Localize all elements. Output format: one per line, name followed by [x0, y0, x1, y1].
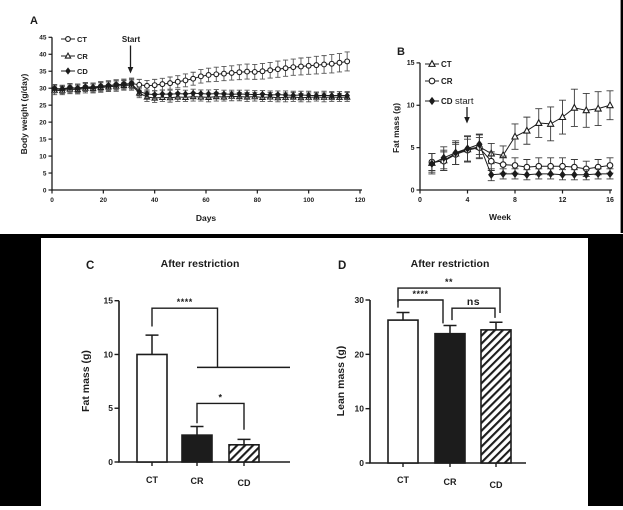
x-tick-label: 16: [606, 197, 614, 204]
panel-d-bar-CD: CD: [480, 321, 512, 490]
y-tick-label: 30: [355, 295, 365, 305]
x-tick-label: 8: [513, 197, 517, 204]
x-tick-label: 20: [100, 197, 108, 204]
legend-item-CD: CD: [425, 97, 453, 106]
panel-c-ylabel: Fat mass (g): [80, 350, 92, 412]
panel-a-xlabel: Days: [196, 213, 217, 223]
x-tick-label: 60: [202, 197, 210, 204]
y-tick-label: 15: [39, 136, 47, 143]
y-tick-label: 5: [43, 170, 47, 177]
annotation-text: start: [455, 96, 474, 107]
panel-c-bar-CD: CD: [228, 438, 260, 488]
panel-c-bar-CT: CT: [136, 334, 168, 485]
x-tick-label: 4: [466, 197, 470, 204]
y-tick-label: 10: [407, 103, 415, 110]
y-tick-label: 40: [39, 52, 47, 59]
sig-label: ns: [467, 296, 480, 308]
sig-label: *: [218, 392, 222, 402]
category-label: CT: [397, 475, 409, 485]
legend-item-CR: CR: [425, 77, 453, 86]
category-label: CD: [238, 478, 251, 488]
panel-d-sig-**: **: [397, 277, 501, 314]
panel-b-ylabel: Fat mass (g): [391, 103, 401, 153]
legend-item-CT: CT: [61, 35, 87, 44]
y-tick-label: 0: [43, 187, 47, 194]
annotation-start: start: [455, 96, 474, 124]
x-tick-label: 12: [559, 197, 567, 204]
panel-d-title: After restriction: [411, 258, 490, 270]
y-tick-label: 0: [108, 457, 113, 467]
category-label: CR: [191, 476, 204, 486]
legend-item-CD: CD: [61, 67, 88, 76]
panel-a-chart: A 0 5 10 15 20 25 30 35 40 45 0 20 40 60 80 100 120 Body w…: [19, 15, 366, 223]
x-tick-label: 80: [254, 197, 262, 204]
x-tick-label: 100: [303, 197, 314, 204]
legend-label: CT: [441, 60, 452, 69]
panel-c-sig-*: *: [196, 392, 245, 430]
panel-c-letter: C: [86, 260, 94, 272]
x-tick-label: 40: [151, 197, 159, 204]
legend-item-CR: CR: [61, 52, 88, 61]
sig-label: ****: [177, 297, 193, 307]
y-tick-label: 30: [39, 86, 47, 93]
y-tick-label: 10: [355, 404, 365, 414]
category-label: CR: [444, 477, 457, 487]
x-tick-label: 0: [50, 197, 54, 204]
y-tick-label: 5: [411, 145, 415, 152]
legend-label: CT: [77, 35, 87, 44]
category-label: CD: [490, 480, 503, 490]
y-tick-label: 15: [407, 60, 415, 67]
legend-item-CT: CT: [425, 59, 452, 69]
x-tick-label: 0: [418, 197, 422, 204]
y-tick-label: 10: [39, 153, 47, 160]
legend-label: CD: [77, 67, 88, 76]
y-tick-label: 0: [411, 187, 415, 194]
y-tick-label: 20: [39, 119, 47, 126]
sig-label: ****: [412, 289, 428, 299]
panel-d-bar-CT: CT: [387, 311, 419, 485]
panel-b-series-CD: [428, 133, 614, 182]
y-tick-label: 35: [39, 69, 47, 76]
panel-b-chart: B 0 5 10 15 0 4 8 12 16 Fat mass (g) Week CT CR CD star…: [391, 46, 614, 222]
y-tick-label: 20: [355, 349, 365, 359]
panel-a-series-CD: [51, 78, 350, 101]
panel-d-letter: D: [338, 260, 346, 272]
y-tick-label: 10: [104, 349, 114, 359]
legend-label: CR: [77, 52, 88, 61]
y-tick-label: 15: [104, 296, 114, 306]
y-tick-label: 5: [108, 403, 113, 413]
panel-b-letter: B: [397, 46, 405, 58]
legend-label: CR: [441, 77, 453, 86]
annotation-start: Start: [122, 35, 141, 74]
panel-c-bar-CR: CR: [181, 425, 213, 486]
panel-c-chart: C After restriction 0 5 10 15 Fat mass (g) CT CR…: [80, 258, 290, 488]
panel-c-title: After restriction: [161, 258, 240, 270]
y-tick-label: 45: [39, 35, 47, 42]
right-border-line: [620, 0, 623, 233]
panel-a-ylabel: Body weight (g/day): [19, 73, 29, 154]
panel-d-sig-ns: ns: [451, 296, 496, 321]
panel-b-xlabel: Week: [489, 212, 511, 222]
x-tick-label: 120: [355, 197, 366, 204]
legend-label: CD: [441, 97, 453, 106]
y-tick-label: 25: [39, 102, 47, 109]
panel-d-chart: D After restriction 0 10 20 30 Lean mass (g) CT…: [335, 258, 526, 490]
panel-c-sig-****: ****: [151, 297, 290, 369]
panel-d-ylabel: Lean mass (g): [335, 346, 347, 417]
panel-d-bar-CR: CR: [434, 324, 466, 487]
annotation-text: Start: [122, 35, 141, 44]
y-tick-label: 0: [359, 458, 364, 468]
panel-a-letter: A: [30, 15, 38, 27]
sig-label: **: [445, 277, 453, 287]
panel-d-sig-****: ****: [397, 289, 444, 324]
category-label: CT: [146, 475, 158, 485]
